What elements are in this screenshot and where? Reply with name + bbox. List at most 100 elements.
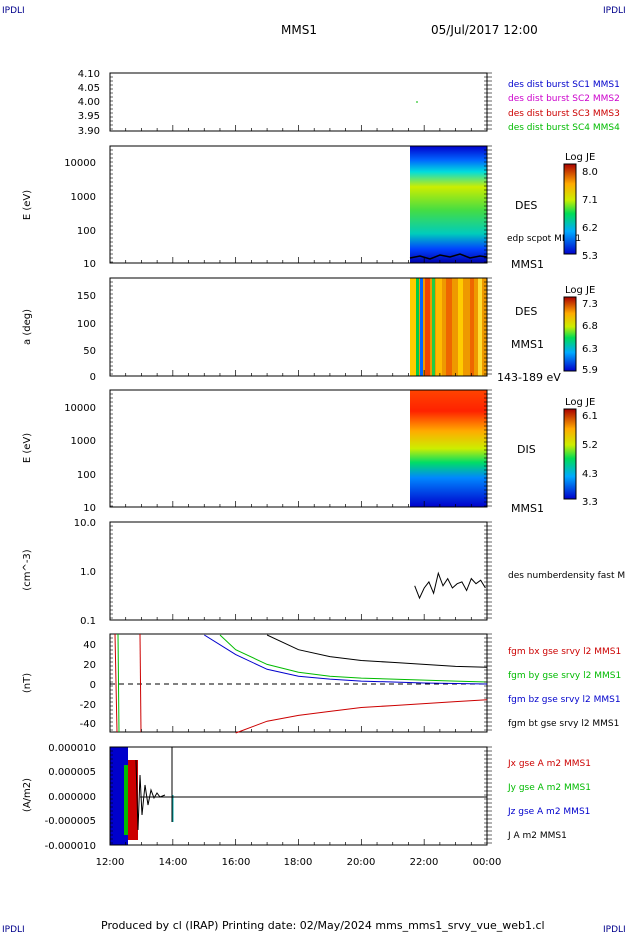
colorbar-tick: 7.3 — [582, 299, 598, 310]
panel5-ytick: 10.0 — [74, 518, 96, 529]
jz-burst — [110, 747, 128, 845]
colorbar-tick: 5.2 — [582, 440, 598, 451]
panel2-ytick: 10000 — [64, 158, 96, 169]
colorbar-tick: 7.1 — [582, 195, 598, 206]
colorbar-tick: 6.8 — [582, 321, 598, 332]
panel3-side-des: DES — [515, 305, 537, 318]
edp-scpot-line — [409, 253, 488, 260]
legend-jx: Jx gse A m2 MMS1 — [507, 759, 591, 769]
panel1-ytick: 4.05 — [78, 83, 100, 94]
panel-des-pitch-angle: 150 100 50 0 a (deg) DES MMS1 143-189 eV… — [22, 277, 598, 384]
panel1-ytick: 3.90 — [78, 126, 100, 137]
colorbar-tick: 6.3 — [582, 344, 598, 355]
time-axis: 12:00 14:00 16:00 18:00 20:00 22:00 00:0… — [96, 857, 502, 868]
panel2-side-mms1: MMS1 — [511, 258, 544, 271]
panel6-ytick: 0 — [90, 680, 96, 691]
time-tick-label: 14:00 — [159, 857, 188, 868]
legend-bt: fgm bt gse srvy l2 MMS1 — [508, 719, 619, 729]
legend-bz: fgm bz gse srvy l2 MMS1 — [508, 695, 621, 705]
panel-spacecraft-id: 4.10 4.05 4.00 3.95 3.90 des dist burst … — [78, 69, 620, 137]
colorbar-dis-energy — [563, 408, 577, 500]
by-spike — [117, 633, 120, 733]
legend-density: des numberdensity fast M — [508, 571, 625, 581]
panel6-ylabel: (nT) — [22, 673, 33, 693]
colorbar-title: Log JE — [565, 397, 595, 408]
bfield-series-line-0 — [235, 699, 488, 734]
panel3-ytick: 50 — [83, 346, 96, 357]
corner-label-tl: IPDLI — [2, 6, 25, 16]
panel2-side-edp: edp scpot MMS1 — [507, 234, 581, 244]
colorbar-tick: 8.0 — [582, 167, 598, 178]
colorbar-tick: 6.2 — [582, 223, 598, 234]
footer-text: Produced by cl (IRAP) Printing date: 02/… — [101, 919, 545, 932]
colorbar-title: Log JE — [565, 285, 595, 296]
panel6-ytick: 20 — [83, 660, 96, 671]
j-burst — [135, 759, 166, 831]
colorbar-tick: 3.3 — [582, 497, 598, 508]
des-energy-spectrogram — [410, 146, 487, 263]
bx-spike — [114, 633, 118, 733]
legend-jy: Jy gse A m2 MMS1 — [507, 783, 591, 793]
panel7-ylabel: (A/m2) — [22, 778, 33, 812]
panel7-ytick: -0.000010 — [45, 841, 96, 852]
legend-sc1: des dist burst SC1 MMS1 — [508, 80, 620, 90]
panel2-side-des: DES — [515, 199, 537, 212]
plot-title: MMS1 — [281, 23, 317, 37]
time-tick-label: 00:00 — [473, 857, 502, 868]
corner-label-tr: IPDLI — [603, 6, 626, 16]
panel4-ytick: 100 — [77, 470, 96, 481]
plot-date: 05/Jul/2017 12:00 — [431, 23, 538, 37]
panel7-ytick: 0.000000 — [48, 792, 96, 803]
colorbar-tick: 4.3 — [582, 469, 598, 480]
panel3-side-mms1: MMS1 — [511, 338, 544, 351]
panel2-ytick: 1000 — [71, 192, 96, 203]
panel1-ytick: 4.00 — [78, 97, 100, 108]
corner-label-bl: IPDLI — [2, 925, 25, 934]
panel6-ytick: -40 — [80, 719, 96, 730]
bx-spike — [139, 633, 142, 733]
panel5-ytick: 0.1 — [80, 616, 96, 627]
panel2-ylabel: E (eV) — [22, 190, 33, 220]
legend-sc4: des dist burst SC4 MMS4 — [508, 123, 620, 133]
panel4-side-mms1: MMS1 — [511, 502, 544, 515]
legend-sc2: des dist burst SC2 MMS2 — [508, 94, 620, 104]
panel-magnetic-field: 40 20 0 -20 -40 (nT) fgm bx gse srvy l2 … — [22, 633, 621, 734]
ticks-layer — [109, 72, 492, 845]
colorbar-tick: 5.3 — [582, 251, 598, 262]
time-tick-label: 12:00 — [96, 857, 125, 868]
bfield-series-line-2 — [204, 634, 488, 685]
panel6-ytick: -20 — [80, 700, 96, 711]
colorbar-des-energy — [563, 163, 577, 255]
panel-current-density: 0.000010 0.000005 0.000000 -0.000005 -0.… — [22, 743, 591, 852]
panel4-ylabel: E (eV) — [22, 433, 33, 463]
panel-des-energy: 10000 1000 100 10 E (eV) DES edp scpot M… — [22, 145, 598, 271]
legend-by: fgm by gse srvy l2 MMS1 — [508, 671, 621, 681]
panel3-ylabel: a (deg) — [22, 309, 33, 345]
legend-sc3: des dist burst SC3 MMS3 — [508, 109, 620, 119]
bfield-series-line-3 — [266, 634, 488, 668]
panel7-ytick: -0.000005 — [45, 816, 96, 827]
panel3-ytick: 150 — [77, 291, 96, 302]
legend-jz: Jz gse A m2 MMS1 — [507, 807, 590, 817]
density-series-line — [414, 571, 486, 600]
panel3-ytick: 100 — [77, 319, 96, 330]
panel4-side-dis: DIS — [517, 443, 536, 456]
panel4-ytick: 1000 — [71, 436, 96, 447]
jx-burst — [128, 760, 138, 840]
panel-density: 10.0 1.0 0.1 (cm^-3) des numberdensity f… — [22, 518, 625, 627]
bfield-series-line-1 — [219, 634, 488, 683]
panel4-ytick: 10000 — [64, 403, 96, 414]
panel1-ytick: 4.10 — [78, 69, 100, 80]
time-tick-label: 18:00 — [284, 857, 313, 868]
colorbar-tick: 5.9 — [582, 365, 598, 376]
time-tick-label: 16:00 — [222, 857, 251, 868]
panel4-ytick: 10 — [83, 503, 96, 514]
dis-energy-spectrogram — [410, 390, 487, 507]
panel1-ytick: 3.95 — [78, 111, 100, 122]
colorbar-des-pitch — [563, 296, 577, 372]
panel2-ytick: 10 — [83, 259, 96, 270]
time-tick-label: 20:00 — [347, 857, 376, 868]
legend-j: J A m2 MMS1 — [507, 831, 567, 841]
panel3-ytick: 0 — [90, 372, 96, 383]
